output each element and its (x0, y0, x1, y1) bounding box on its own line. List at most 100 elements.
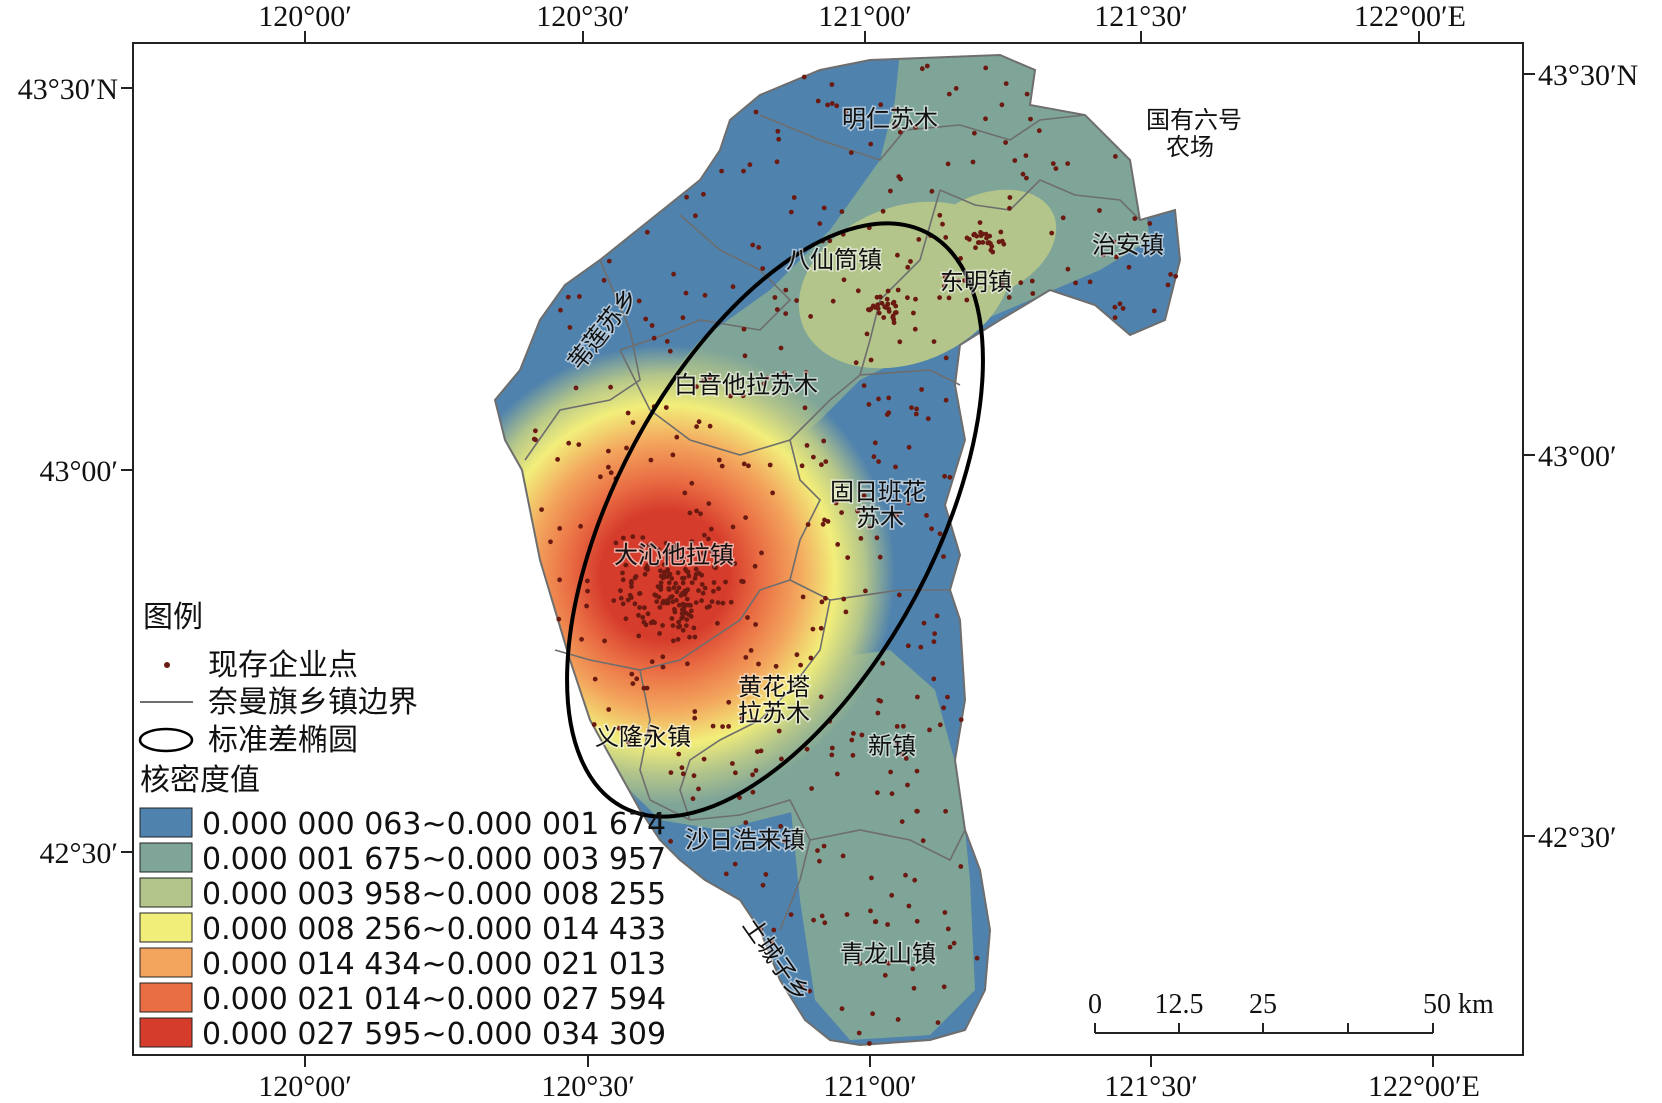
enterprise-point (752, 563, 758, 569)
enterprise-point (606, 258, 612, 264)
enterprise-point (823, 459, 829, 464)
enterprise-point (1050, 161, 1056, 167)
enterprise-point (684, 194, 689, 200)
enterprise-point (1112, 315, 1118, 320)
left-coordinate-labels: 43°30′N 43°00′ 42°30′ (18, 73, 118, 870)
town-label-mingren: 明仁苏木 (842, 105, 938, 133)
enterprise-point (739, 578, 744, 584)
enterprise-point (910, 966, 916, 972)
enterprise-point (557, 577, 562, 583)
enterprise-point (693, 600, 699, 605)
enterprise-point (606, 707, 612, 712)
enterprise-point (696, 419, 702, 425)
enterprise-point (702, 532, 707, 538)
enterprise-point (1036, 128, 1042, 134)
enterprise-point (829, 752, 835, 758)
enterprise-point (878, 102, 884, 108)
enterprise-point (696, 588, 701, 593)
enterprise-point (741, 168, 746, 174)
enterprise-point (894, 512, 899, 518)
enterprise-point (905, 264, 911, 270)
enterprise-point (606, 464, 611, 470)
enterprise-point (927, 727, 932, 733)
enterprise-point (818, 694, 824, 700)
enterprise-point (643, 622, 649, 628)
scale-label-0: 0 (1088, 989, 1102, 1020)
enterprise-point (873, 919, 879, 924)
enterprise-point (929, 526, 934, 532)
enterprise-point (584, 603, 589, 609)
standard-deviational-ellipse (565, 221, 985, 819)
enterprise-point (558, 307, 563, 313)
enterprise-point (861, 493, 867, 499)
enterprise-point (670, 452, 676, 458)
enterprise-point (686, 602, 691, 608)
enterprise-point (924, 63, 930, 69)
enterprise-point (1030, 291, 1036, 296)
enterprise-point (818, 625, 824, 631)
enterprise-point (884, 296, 890, 302)
enterprise-point (919, 387, 924, 392)
enterprise-point (679, 616, 684, 621)
enterprise-point (712, 564, 717, 570)
enterprise-point (972, 130, 977, 136)
enterprise-point (685, 587, 691, 593)
enterprise-point (829, 101, 835, 106)
town-label-yilongyong: 义隆永镇 (595, 723, 691, 751)
enterprise-point (730, 284, 736, 290)
enterprise-point (1065, 266, 1071, 272)
enterprise-point (585, 578, 590, 584)
enterprise-point (921, 620, 927, 626)
enterprise-point (753, 622, 758, 627)
enterprise-point (980, 240, 986, 245)
right-coordinate-labels: 43°30′N 43°00′ 42°30′ (1538, 59, 1638, 854)
enterprise-point (1087, 279, 1093, 285)
enterprise-point (801, 74, 807, 80)
enterprise-point (709, 548, 715, 554)
enterprise-point (748, 648, 754, 653)
enterprise-point (646, 728, 652, 734)
enterprise-point (1073, 280, 1078, 286)
enterprise-point (897, 339, 903, 345)
enterprise-point (643, 316, 649, 322)
enterprise-point (855, 508, 860, 514)
enterprise-point (716, 586, 721, 592)
enterprise-point (745, 615, 750, 620)
enterprise-point (931, 339, 937, 344)
enterprise-point (672, 607, 677, 612)
enterprise-point (706, 501, 712, 506)
enterprise-point (618, 595, 624, 601)
enterprise-point (875, 710, 881, 716)
enterprise-point (1000, 281, 1006, 287)
enterprise-point (758, 748, 764, 754)
enterprise-point (914, 918, 920, 924)
enterprise-point (679, 555, 685, 561)
enterprise-point (808, 655, 814, 661)
enterprise-point (946, 295, 952, 301)
enterprise-point (701, 756, 707, 762)
enterprise-point (903, 756, 909, 761)
enterprise-point (1028, 116, 1033, 122)
legend-point-label: 现存企业点 (208, 648, 358, 683)
enterprise-point (1060, 215, 1066, 221)
enterprise-point (798, 662, 803, 668)
left-label: 43°30′N (18, 73, 118, 106)
enterprise-point (853, 360, 859, 366)
enterprise-point (851, 731, 856, 736)
legend-class-label: 0.000 000 063~0.000 001 674 (202, 807, 666, 842)
enterprise-point (855, 288, 861, 294)
enterprise-point (876, 459, 881, 464)
enterprise-point (657, 605, 663, 610)
enterprise-point (689, 539, 695, 544)
enterprise-point (673, 581, 679, 586)
enterprise-point (962, 278, 967, 283)
enterprise-point (1024, 175, 1029, 181)
enterprise-point (861, 507, 867, 513)
enterprise-point (803, 370, 809, 375)
enterprise-point (895, 1017, 901, 1022)
town-label-huanghuata-1: 黄花塔 (738, 673, 810, 701)
enterprise-point (548, 539, 553, 545)
enterprise-point (901, 723, 906, 729)
enterprise-point (667, 348, 673, 354)
enterprise-point (861, 383, 867, 388)
